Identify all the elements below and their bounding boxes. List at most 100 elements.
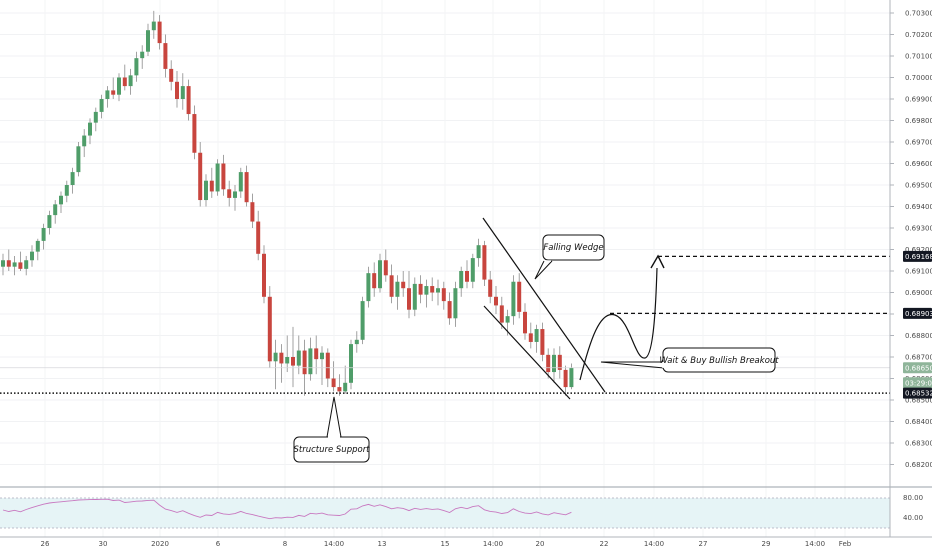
candle xyxy=(511,275,516,325)
candle xyxy=(163,34,168,78)
candle xyxy=(157,15,162,50)
candle xyxy=(540,322,545,362)
candle xyxy=(552,348,556,383)
candle xyxy=(488,271,493,304)
structure-support-callout[interactable]: Structure Support xyxy=(293,396,370,463)
candle xyxy=(320,346,324,385)
candle xyxy=(233,185,237,211)
candle-body xyxy=(169,68,174,82)
candlestick-series xyxy=(1,10,574,396)
price-tick-label: 0.69600 xyxy=(905,160,932,168)
candle-body xyxy=(499,305,504,323)
candle-body xyxy=(482,245,487,280)
candle-body xyxy=(343,382,348,392)
candle-body xyxy=(105,90,110,99)
candle xyxy=(35,238,40,261)
candle-body xyxy=(30,251,34,261)
candle xyxy=(151,10,156,39)
candle-body xyxy=(111,90,116,95)
price-tick-label: 0.68800 xyxy=(905,332,932,340)
price-axis-ticks: 0.70300 0.70200 0.70100 0.70000 0.69900 0.698… xyxy=(890,10,932,469)
candle-body xyxy=(418,283,423,295)
candle-body xyxy=(476,245,481,259)
candle xyxy=(262,245,266,304)
candle-body xyxy=(517,281,522,312)
candle-body xyxy=(279,352,284,364)
candle xyxy=(412,277,417,317)
candle xyxy=(436,279,440,306)
price-tick-label: 0.69300 xyxy=(905,225,932,233)
candle xyxy=(528,322,533,349)
candle xyxy=(360,296,365,345)
analysis-drawings xyxy=(482,217,665,400)
time-axis-ticks: 26 30 2020 6 8 14:00 13 15 14:00 20 22 14:00 27 29 14:… xyxy=(41,540,852,548)
candle-body xyxy=(511,281,516,317)
price-tick-label: 0.69700 xyxy=(905,139,932,147)
candle xyxy=(111,77,116,99)
candle-body xyxy=(24,260,29,269)
candle xyxy=(308,337,313,381)
wedge-lower-trendline[interactable] xyxy=(483,305,571,400)
price-tag-label: 0.68650 xyxy=(905,364,932,372)
price-tick-label: 0.69200 xyxy=(905,246,932,254)
falling-wedge-callout[interactable]: Falling Wedge xyxy=(534,234,605,280)
candle xyxy=(546,348,551,379)
candle xyxy=(366,266,371,308)
candle xyxy=(256,210,261,261)
candle xyxy=(169,60,174,91)
price-tag: 0.68532 xyxy=(903,387,932,399)
candle-body xyxy=(82,135,87,147)
candle-body xyxy=(494,296,498,306)
candle xyxy=(53,200,58,224)
candle xyxy=(424,279,429,308)
rsi-tick-40: 40.00 xyxy=(903,514,923,522)
candle xyxy=(122,64,127,91)
candle xyxy=(534,324,539,353)
breakout-label: Wait & Buy Bullish Breakout xyxy=(659,356,779,366)
candle-body xyxy=(175,81,179,99)
time-tick-label: 30 xyxy=(99,540,108,548)
price-tick-label: 0.69900 xyxy=(905,96,932,104)
candle-body xyxy=(372,273,377,289)
candle-body xyxy=(88,122,92,136)
candle xyxy=(1,253,5,276)
candle-body xyxy=(76,146,81,173)
candle-body xyxy=(227,189,232,198)
time-tick-label: 8 xyxy=(283,540,287,548)
price-tick-label: 0.69500 xyxy=(905,182,932,190)
candle-body xyxy=(41,228,46,241)
candle xyxy=(296,335,301,375)
candle xyxy=(378,253,382,293)
candle-body xyxy=(198,152,203,201)
candle-body xyxy=(320,352,324,360)
candle-body xyxy=(308,348,313,375)
candle-body xyxy=(64,185,69,196)
candle xyxy=(453,281,458,327)
candle-body xyxy=(296,350,301,366)
candle-body xyxy=(389,275,394,297)
candle-body xyxy=(447,301,452,319)
candle-body xyxy=(93,111,98,123)
candle xyxy=(569,363,574,390)
candle-body xyxy=(291,357,295,366)
candle xyxy=(273,339,278,390)
candle-body xyxy=(215,163,220,192)
candle xyxy=(494,286,498,314)
breakout-callout[interactable]: Wait & Buy Bullish Breakout xyxy=(600,347,779,373)
candle xyxy=(47,210,52,235)
candle-body xyxy=(140,51,145,59)
candle-body xyxy=(256,221,261,254)
time-tick-label: 27 xyxy=(699,540,708,548)
candle xyxy=(209,167,214,198)
candle-body xyxy=(35,240,40,252)
candle xyxy=(314,335,319,375)
candle-body xyxy=(453,288,458,319)
candle-body xyxy=(459,271,464,289)
candle-body xyxy=(146,30,150,52)
candle-body xyxy=(59,195,63,205)
projected-path[interactable] xyxy=(579,267,658,381)
candle xyxy=(99,94,104,119)
time-tick-label: 26 xyxy=(41,540,50,548)
candle xyxy=(563,365,568,396)
